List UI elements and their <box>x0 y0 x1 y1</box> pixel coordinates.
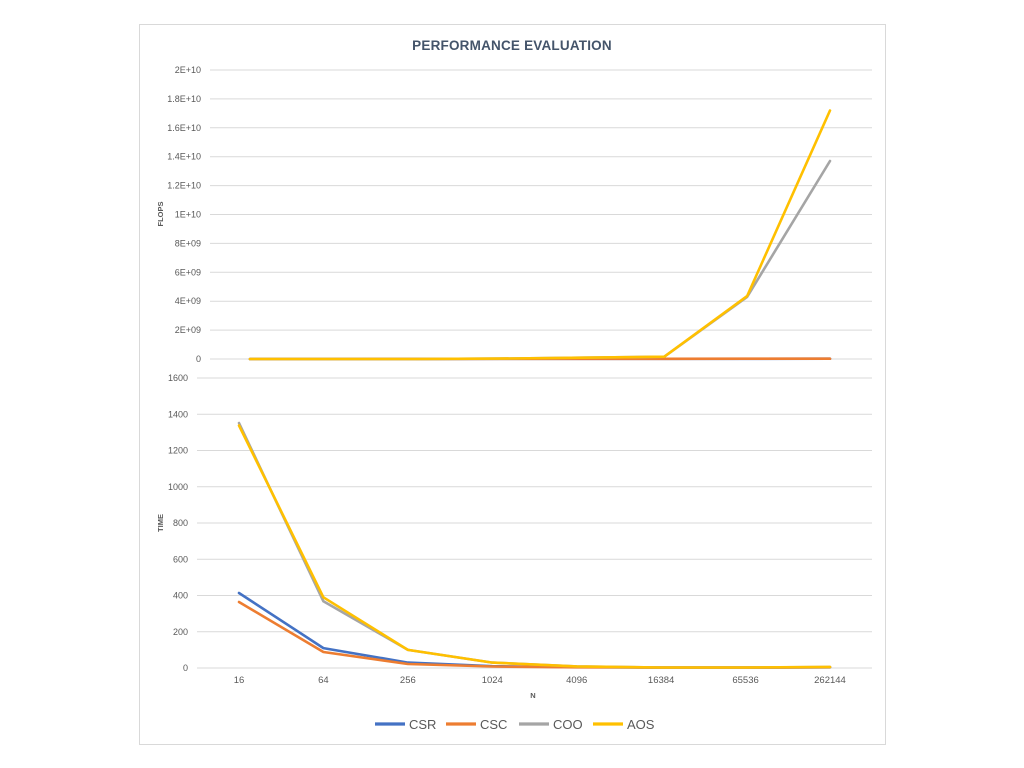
y-tick-label: 400 <box>173 591 188 601</box>
series-lines <box>248 109 832 361</box>
y-tick-label: 6E+09 <box>175 267 201 277</box>
legend-item-coo: COO <box>519 717 583 732</box>
y-tick-label: 1.2E+10 <box>167 181 201 191</box>
y-axis-title-flops: FLOPS <box>156 201 165 226</box>
y-axis-title-time: TIME <box>156 514 165 532</box>
y-tick-label: 1400 <box>168 409 188 419</box>
x-tick-label: 16 <box>234 675 245 686</box>
y-tick-label: 1E+10 <box>175 210 201 220</box>
gridlines <box>197 377 872 669</box>
x-tick-label: 16384 <box>648 675 674 686</box>
series-line-aos-flops <box>248 109 832 361</box>
legend-item-aos: AOS <box>593 717 655 732</box>
x-axis-title: N <box>530 691 535 700</box>
y-tick-label: 1.8E+10 <box>167 94 201 104</box>
y-tick-label: 1600 <box>168 373 188 383</box>
y-tick-label: 4E+09 <box>175 296 201 306</box>
y-axis-ticks: 0 2E+09 4E+09 6E+09 8E+09 1E+10 1.2E+10 1.4E+10… <box>167 65 201 364</box>
x-tick-label: 64 <box>318 675 329 686</box>
y-tick-label: 1000 <box>168 482 188 492</box>
y-tick-label: 0 <box>183 663 188 673</box>
legend-item-csr: CSR <box>375 717 436 732</box>
y-tick-label: 1200 <box>168 446 188 456</box>
y-tick-label: 200 <box>173 627 188 637</box>
legend-label: CSR <box>409 717 436 732</box>
gridlines <box>210 69 872 360</box>
y-tick-label: 600 <box>173 554 188 564</box>
legend-label: CSC <box>480 717 507 732</box>
legend: CSR CSC COO AOS <box>375 717 655 732</box>
chart-card <box>139 24 886 745</box>
x-axis-ticks: 16 64 256 1024 4096 16384 65536 262144 <box>234 675 846 686</box>
y-tick-label: 1.4E+10 <box>167 152 201 162</box>
x-tick-label: 1024 <box>482 675 503 686</box>
legend-label: AOS <box>627 717 655 732</box>
panel-flops: 0 2E+09 4E+09 6E+09 8E+09 1E+10 1.2E+10 1.4E+10… <box>167 65 872 364</box>
y-tick-label: 800 <box>173 518 188 528</box>
x-tick-label: 256 <box>400 675 416 686</box>
legend-label: COO <box>553 717 583 732</box>
panel-time: 0 200 400 600 800 1000 1200 1400 1600 <box>168 373 872 673</box>
y-tick-label: 2E+09 <box>175 325 201 335</box>
y-tick-label: 0 <box>196 354 201 364</box>
x-tick-label: 65536 <box>732 675 758 686</box>
chart-title: PERFORMANCE EVALUATION <box>412 38 612 53</box>
y-tick-label: 1.6E+10 <box>167 123 201 133</box>
x-tick-label: 262144 <box>814 675 846 686</box>
series-lines <box>237 421 832 669</box>
y-tick-label: 8E+09 <box>175 238 201 248</box>
series-line-aos-time <box>237 424 832 669</box>
x-tick-label: 4096 <box>566 675 587 686</box>
y-axis-ticks: 0 200 400 600 800 1000 1200 1400 1600 <box>168 373 188 673</box>
legend-item-csc: CSC <box>446 717 507 732</box>
y-tick-label: 2E+10 <box>175 65 201 75</box>
